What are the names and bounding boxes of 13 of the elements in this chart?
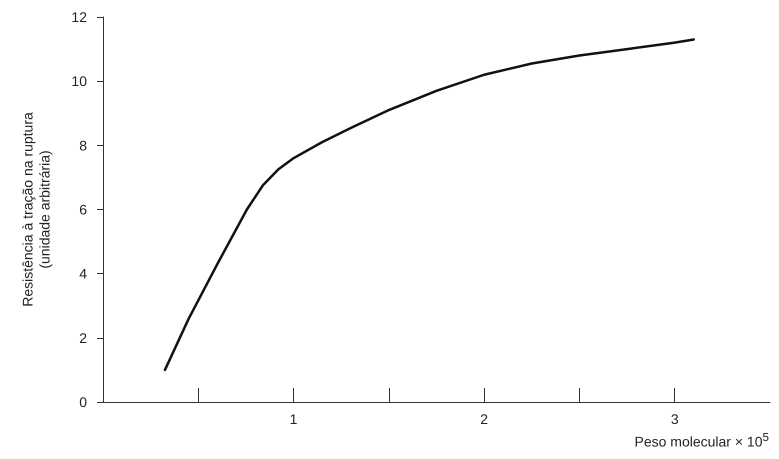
y-tick-label: 6 [79, 202, 88, 218]
x-tick-label: 3 [670, 411, 679, 427]
y-tick-label: 8 [79, 137, 88, 154]
x-axis-title: Peso molecular × 10$^{5}$ [634, 431, 769, 450]
line-series [164, 38, 696, 372]
y-tick-label: 0 [79, 394, 88, 410]
y-axis-title: Resistência à tração na ruptura (unidade arbitrária) [20, 112, 52, 307]
y-tick-label: 12 [71, 9, 88, 25]
y-tick-label: 4 [79, 266, 88, 282]
y-tick-label: 10 [71, 73, 88, 90]
y-tick-label: 2 [79, 330, 88, 346]
x-tick-label: 2 [480, 411, 488, 427]
x-tick-label: 1 [290, 411, 298, 427]
